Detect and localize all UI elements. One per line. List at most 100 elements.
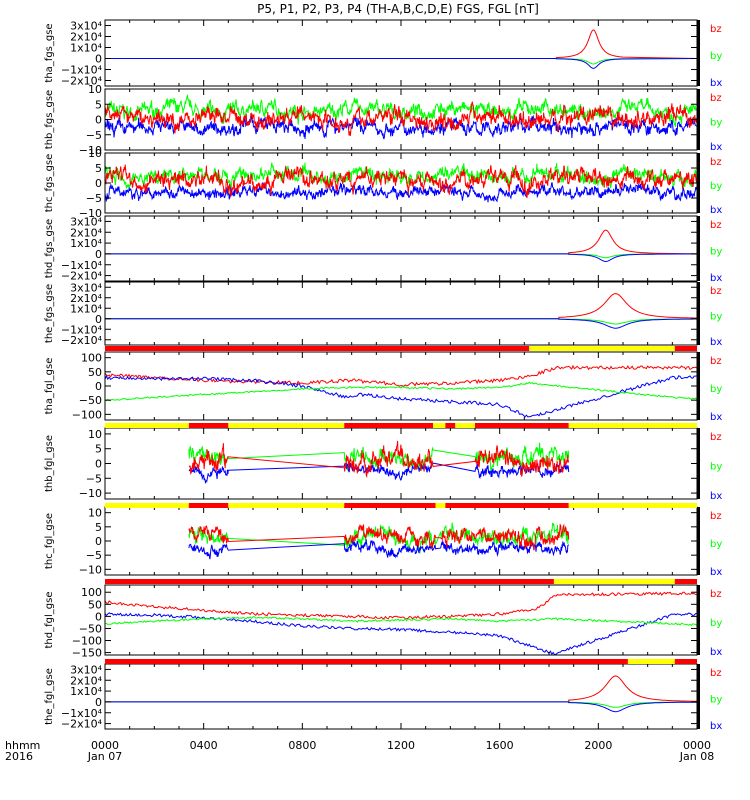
thb_fgl_gse-legend-bz: bz xyxy=(710,432,722,443)
tha_fgl_gse-legend-bz: bz xyxy=(710,356,722,367)
tha_fgs_gse-ytick-label: −1x10⁴ xyxy=(61,64,103,77)
thc_fgl_gse-ytick-label: −10 xyxy=(79,563,102,576)
mode-bar-4-segment xyxy=(674,659,697,664)
thc_fgl_gse-bz-line xyxy=(188,523,570,551)
tha_fgl_gse-bx-line xyxy=(105,375,697,418)
mode-bar-2-segment xyxy=(228,503,345,508)
the_fgl_gse-ytick-label: 3x10⁴ xyxy=(70,663,103,676)
thb_fgs_gse-ylabel: thb_fgs_gse xyxy=(44,90,55,149)
the_fgs_gse-legend-by: by xyxy=(710,312,722,323)
thd_fgs_gse-ytick-label: −2x10⁴ xyxy=(61,270,103,283)
thc_fgs_gse-ytick-label: 5 xyxy=(95,162,102,175)
mode-bar-1-segment xyxy=(344,423,434,428)
thd_fgl_gse-ytick-label: 0 xyxy=(95,610,102,623)
thd_fgl_gse-ytick-label: −150 xyxy=(72,647,102,660)
tha_fgl_gse-edge-marks xyxy=(697,352,700,420)
thc_fgs_gse-ytick-label: −5 xyxy=(86,192,102,205)
mode-bar-2-segment xyxy=(445,503,569,508)
the_fgl_gse-frame xyxy=(104,663,698,730)
tha_fgl_gse-legend-bx: bx xyxy=(710,412,722,423)
panel-thb_fgs_gse: 10 5 0 −5 −10 thb_fgs_gse bz by bx xyxy=(44,83,722,157)
thb_fgs_gse-ytick-label: −10 xyxy=(79,144,102,157)
xtick-label-8: 0800 xyxy=(288,739,316,752)
tha_fgl_gse-ytick-label: 100 xyxy=(81,352,102,365)
thb_fgl_gse-ytick-label: −10 xyxy=(79,487,102,500)
thd_fgl_gse-bz-line xyxy=(105,591,697,620)
thd_fgl_gse-ytick-label: 100 xyxy=(81,586,102,599)
thb_fgl_gse-ytick-label: 10 xyxy=(88,428,102,441)
mode-bar-1-segment xyxy=(455,423,475,428)
thd_fgs_gse-legend-by: by xyxy=(710,247,722,258)
thc_fgl_gse-ytick-label: −5 xyxy=(86,549,102,562)
thb_fgl_gse-bx-line xyxy=(188,462,570,484)
the_fgs_gse-ytick-label: 1x10⁴ xyxy=(70,302,103,315)
time-axis-year-label: 2016 xyxy=(5,750,33,763)
the_fgl_gse-ytick-label: 2x10⁴ xyxy=(70,674,103,687)
xtick-label-0: 0000 xyxy=(91,739,119,752)
the_fgl_gse-ylabel: the_fgl_gse xyxy=(44,668,55,725)
the_fgl_gse-bz-line xyxy=(105,675,697,703)
thc_fgs_gse-legend-by: by xyxy=(710,181,722,192)
thc_fgs_gse-ylabel: thc_fgs_gse xyxy=(44,154,55,213)
thc_fgs_gse-legend-bx: bx xyxy=(710,205,722,216)
xtick-date-0: Jan 07 xyxy=(87,750,122,763)
mode-bar-4-segment xyxy=(627,659,675,664)
xtick-date-24: Jan 08 xyxy=(679,750,714,763)
tha_fgs_gse-by-line xyxy=(105,58,697,65)
thd_fgl_gse-ytick-label: −100 xyxy=(72,635,102,648)
thd_fgs_gse-legend-bz: bz xyxy=(710,220,722,231)
the_fgl_gse-ytick-label: −1x10⁴ xyxy=(61,707,103,720)
thd_fgs_gse-ytick-label: −1x10⁴ xyxy=(61,259,103,272)
mode-bar-1-segment xyxy=(475,423,569,428)
xtick-label-4: 0400 xyxy=(190,739,218,752)
tha_fgs_gse-bx-line xyxy=(105,58,697,69)
thd_fgs_gse-by-line xyxy=(105,253,697,259)
the_fgl_gse-ytick-label: 0 xyxy=(95,696,102,709)
tha_fgl_gse-by-line xyxy=(105,381,697,402)
mode-bar-3-segment xyxy=(674,579,697,584)
thd_fgl_gse-ytick-label: −50 xyxy=(79,622,102,635)
the_fgl_gse-legend-bx: bx xyxy=(710,721,722,732)
the_fgs_gse-legend-bz: bz xyxy=(710,286,722,297)
the_fgs_gse-ytick-label: 3x10⁴ xyxy=(70,281,103,294)
thc_fgl_gse-ytick-label: 5 xyxy=(95,521,102,534)
the_fgl_gse-ytick-label: 1x10⁴ xyxy=(70,685,103,698)
the_fgs_gse-ytick-label: 0 xyxy=(95,313,102,326)
thd_fgs_gse-ytick-label: 3x10⁴ xyxy=(70,215,103,228)
thd_fgl_gse-legend-bx: bx xyxy=(710,647,722,658)
thd_fgl_gse-legend-bz: bz xyxy=(710,589,722,600)
mode-bar-1-segment xyxy=(188,423,229,428)
the_fgs_gse-ytick-label: 2x10⁴ xyxy=(70,292,103,305)
thb_fgs_gse-legend-bz: bz xyxy=(710,93,722,104)
thd_fgl_gse-ylabel: thd_fgl_gse xyxy=(44,592,55,649)
mode-bar-1-segment xyxy=(445,423,456,428)
tha_fgs_gse-bz-line xyxy=(105,29,697,59)
tha_fgl_gse-ylabel: tha_fgl_gse xyxy=(44,358,55,415)
thb_fgs_gse-legend-bx: bx xyxy=(710,142,722,153)
the_fgs_gse-frame xyxy=(104,281,698,346)
tha_fgs_gse-legend-bx: bx xyxy=(710,78,722,89)
thb_fgs_gse-bz-line xyxy=(105,101,697,137)
mode-bars xyxy=(105,346,697,664)
the_fgs_gse-by-line xyxy=(105,318,697,325)
panel-thb_fgl_gse: 10 5 0−5 −10 thb_fgl_gse bz by bx xyxy=(44,427,722,502)
tha_fgl_gse-ytick-label: 50 xyxy=(88,366,102,379)
thc_fgl_gse-ytick-label: 0 xyxy=(95,535,102,548)
panel-thc_fgs_gse: 10 5 0 −5 −10 thc_fgs_gse bz by bx xyxy=(44,147,722,220)
mode-bar-0-segment xyxy=(105,346,530,351)
tha_fgs_gse-legend-bz: bz xyxy=(710,24,722,35)
thb_fgs_gse-edge-marks xyxy=(697,89,700,150)
mode-bar-3-segment xyxy=(553,579,675,584)
mode-bar-1-segment xyxy=(433,423,446,428)
thc_fgs_gse-legend-bz: bz xyxy=(710,157,722,168)
tha_fgl_gse-bz-line xyxy=(105,364,697,387)
thd_fgs_gse-ytick-label: 1x10⁴ xyxy=(70,237,103,250)
thd_fgs_gse-bx-line xyxy=(105,253,697,263)
thb_fgl_gse-ytick-label: 5 xyxy=(95,443,102,456)
